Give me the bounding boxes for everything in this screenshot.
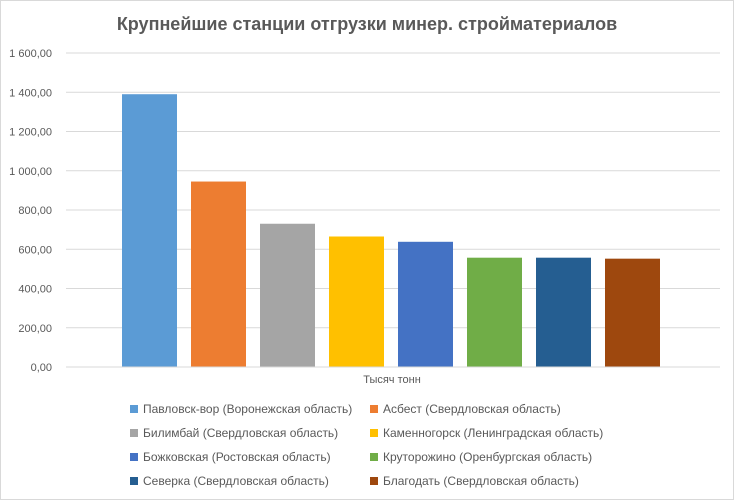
chart-title: Крупнейшие станции отгрузки минер. строй… bbox=[117, 14, 617, 34]
legend-item: Северка (Свердловская область) bbox=[130, 474, 329, 488]
legend-label: Каменногорск (Ленинградская область) bbox=[383, 426, 603, 440]
legend-label: Павловск-вор (Воронежская область) bbox=[143, 402, 352, 416]
bar-1 bbox=[122, 94, 177, 368]
y-tick-label: 600,00 bbox=[18, 244, 52, 256]
legend-label: Асбест (Свердловская область) bbox=[383, 402, 561, 416]
legend-swatch bbox=[370, 453, 378, 461]
bar-6 bbox=[467, 257, 522, 367]
y-axis-ticks: 0,00 200,00 400,00 600,00 800,00 1 000,00 1 20… bbox=[9, 48, 52, 374]
bar-4 bbox=[329, 236, 384, 367]
y-tick-label: 1 600,00 bbox=[9, 48, 52, 60]
legend-swatch bbox=[370, 405, 378, 413]
legend-swatch bbox=[130, 429, 138, 437]
y-tick-label: 800,00 bbox=[18, 205, 52, 217]
legend-swatch bbox=[370, 477, 378, 485]
legend-item: Божковская (Ростовская область) bbox=[130, 450, 331, 464]
legend-item: Благодать (Свердловская область) bbox=[370, 474, 579, 488]
legend-item: Павловск-вор (Воронежская область) bbox=[130, 402, 352, 416]
bar-8 bbox=[605, 258, 660, 367]
y-tick-label: 200,00 bbox=[18, 323, 52, 335]
y-tick-label: 400,00 bbox=[18, 284, 52, 296]
legend-swatch bbox=[130, 405, 138, 413]
legend-label: Благодать (Свердловская область) bbox=[383, 474, 579, 488]
legend-label: Северка (Свердловская область) bbox=[143, 474, 329, 488]
bar-5 bbox=[398, 241, 453, 367]
legend-item: Каменногорск (Ленинградская область) bbox=[370, 426, 603, 440]
legend-swatch bbox=[130, 477, 138, 485]
y-tick-label: 1 200,00 bbox=[9, 127, 52, 139]
legend-item: Круторожино (Оренбургская область) bbox=[370, 450, 592, 464]
bar-3 bbox=[260, 223, 315, 367]
bar-7 bbox=[536, 257, 591, 367]
bars bbox=[122, 94, 660, 368]
legend-swatch bbox=[370, 429, 378, 437]
legend-item: Асбест (Свердловская область) bbox=[370, 402, 561, 416]
legend-label: Божковская (Ростовская область) bbox=[143, 450, 331, 464]
y-tick-label: 1 400,00 bbox=[9, 87, 52, 99]
y-tick-label: 0,00 bbox=[31, 362, 52, 374]
legend-item: Билимбай (Свердловская область) bbox=[130, 426, 338, 440]
legend: Павловск-вор (Воронежская область) Асбест… bbox=[130, 402, 603, 488]
x-axis-label: Тысяч тонн bbox=[363, 374, 421, 386]
y-tick-label: 1 000,00 bbox=[9, 166, 52, 178]
legend-swatch bbox=[130, 453, 138, 461]
legend-label: Круторожино (Оренбургская область) bbox=[383, 450, 592, 464]
legend-label: Билимбай (Свердловская область) bbox=[143, 426, 338, 440]
bar-2 bbox=[191, 181, 246, 367]
